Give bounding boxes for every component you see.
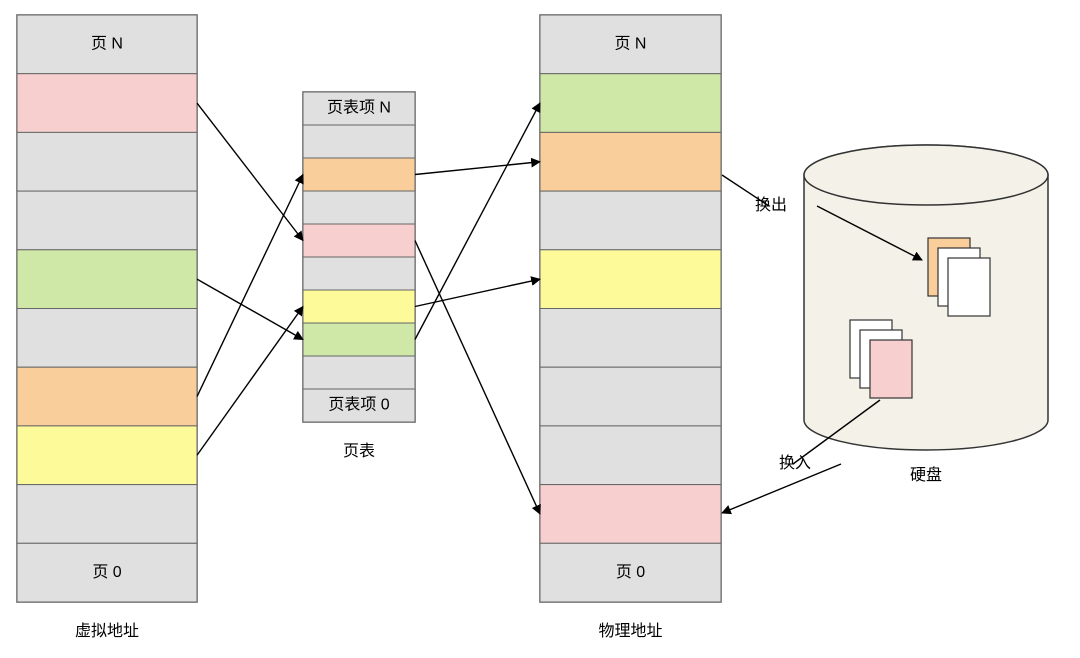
physical-memory-stack-cell-label: 页 N (614, 36, 646, 53)
virtual-memory-stack-cell-label: 页 0 (92, 564, 121, 581)
physical-memory-stack-cell (540, 309, 721, 368)
page-table-stack-cell (303, 257, 415, 290)
virtual-memory-stack-cell-label: 页 N (91, 36, 123, 53)
page-table-stack-cell (303, 290, 415, 323)
virtual-memory-stack-caption: 虚拟地址 (75, 622, 139, 640)
physical-memory-stack-cell (540, 132, 721, 191)
physical-memory-stack-cell (540, 191, 721, 250)
physical-memory-stack-cell (540, 485, 721, 544)
arrow-pagetable-to-physical (415, 279, 540, 306)
page-table-stack-cell (303, 356, 415, 389)
disk-top (804, 145, 1048, 205)
physical-memory-stack-caption: 物理地址 (598, 622, 662, 640)
virtual-memory-stack-cell (17, 309, 197, 368)
swap-in-label: 换入 (779, 454, 811, 472)
virtual-memory-stack-cell (17, 132, 197, 191)
arrow-virtual-to-pagetable (197, 103, 303, 240)
disk-page-in (870, 340, 912, 398)
page-table-stack-cell (303, 125, 415, 158)
arrow-virtual-to-pagetable (197, 175, 303, 397)
physical-memory-stack-cell-label: 页 0 (616, 564, 645, 581)
page-table-stack-cell (303, 224, 415, 257)
memory-paging-diagram: 页 N 页 0 虚拟地址 页表项 N 页表项 0 页表 页 N 页 0 物理地址 硬盘 换出换入 (0, 0, 1080, 658)
virtual-memory-stack-cell (17, 250, 197, 309)
page-table-stack-cell (303, 323, 415, 356)
disk-page-out (948, 258, 990, 316)
arrow-pagetable-to-physical (415, 162, 540, 175)
arrow-pagetable-to-physical (415, 103, 540, 339)
page-table-stack: 页表项 N 页表项 0 页表 (303, 92, 415, 460)
virtual-memory-stack-cell (17, 191, 197, 250)
swap-out-label: 换出 (755, 196, 787, 214)
disk-caption: 硬盘 (910, 465, 942, 484)
page-table-stack-cell-label: 页表项 0 (328, 396, 389, 414)
page-table-stack-caption: 页表 (343, 442, 375, 460)
virtual-memory-stack: 页 N 页 0 虚拟地址 (17, 15, 197, 640)
page-table-stack-cell (303, 191, 415, 224)
arrow-virtual-to-pagetable (197, 279, 303, 339)
physical-memory-stack-cell (540, 250, 721, 309)
virtual-memory-stack-cell (17, 367, 197, 426)
virtual-memory-stack-cell (17, 74, 197, 133)
page-table-stack-cell-label: 页表项 N (327, 99, 391, 117)
arrow-pagetable-to-physical (415, 241, 540, 514)
physical-memory-stack-cell (540, 367, 721, 426)
physical-memory-stack: 页 N 页 0 物理地址 (540, 15, 721, 640)
arrow-virtual-to-pagetable (197, 307, 303, 456)
disk: 硬盘 (804, 145, 1048, 484)
physical-memory-stack-cell (540, 74, 721, 133)
physical-memory-stack-cell (540, 426, 721, 485)
virtual-memory-stack-cell (17, 485, 197, 544)
page-table-stack-cell (303, 158, 415, 191)
virtual-memory-stack-cell (17, 426, 197, 485)
